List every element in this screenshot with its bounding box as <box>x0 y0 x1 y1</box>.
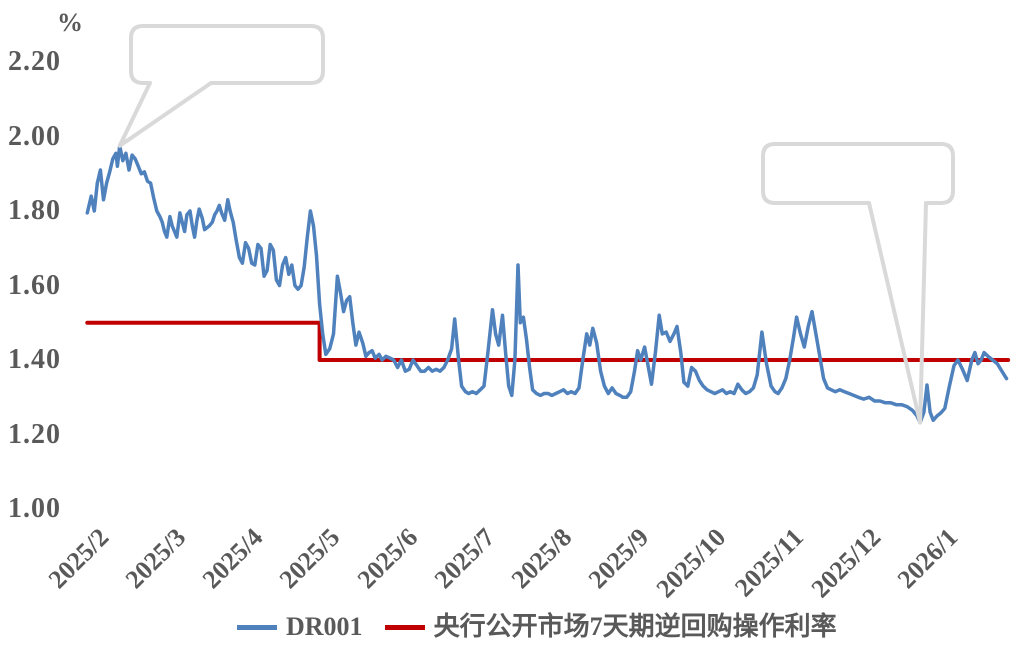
y-tick-label: 1.40 <box>8 344 61 375</box>
policy-rate-line <box>85 320 1011 362</box>
y-tick-label: 1.00 <box>8 493 61 524</box>
policy-rate-legend-swatch <box>384 624 425 630</box>
dr001-legend-label: DR001 <box>286 612 363 641</box>
y-tick-label: 1.80 <box>8 195 61 226</box>
y-tick-label: 1.20 <box>8 418 61 450</box>
dr001-legend-swatch <box>237 624 277 630</box>
y-tick-label: 2.20 <box>8 46 61 77</box>
policy-rate-legend-label: 央行公开市场7天期逆回购操作利率 <box>433 612 837 641</box>
legend: DR001 央行公开市场7天期逆回购操作利率 <box>237 611 837 643</box>
dr001-line <box>85 144 1009 425</box>
y-tick-label: 1.60 <box>8 269 61 301</box>
callout-bubble-peak <box>117 24 325 148</box>
y-tick-label: 2.00 <box>8 120 61 152</box>
callout-bubble-trough <box>761 142 955 425</box>
y-axis-unit-label: % <box>57 8 83 37</box>
